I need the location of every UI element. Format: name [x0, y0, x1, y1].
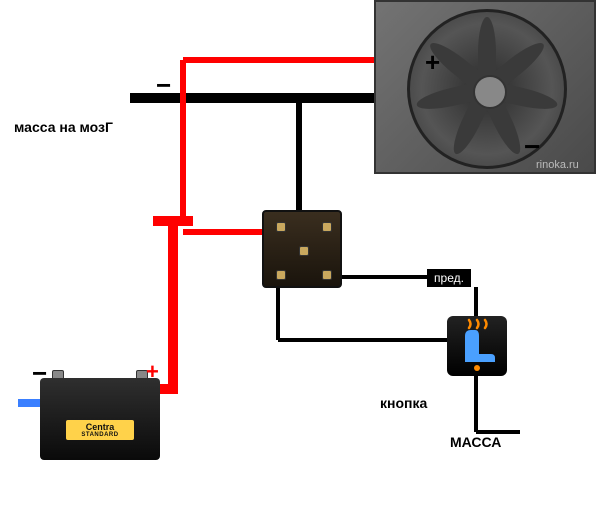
polarity-sign-ground_minus_top: − [156, 70, 171, 101]
wire [276, 286, 280, 340]
watermark: rinoka.ru [536, 159, 579, 171]
polarity-sign-batt_minus: − [32, 358, 47, 389]
dashboard-switch [447, 316, 507, 376]
wire [278, 338, 455, 342]
label-mass-to-brain: масса на мозГ [14, 119, 113, 135]
fuse-label: пред. [427, 269, 471, 287]
wire [180, 60, 186, 221]
wire [338, 275, 427, 279]
wiring-diagram: CentraSTANDARD пред. масса на мозГ кнопка МА… [0, 0, 600, 523]
wire [168, 221, 178, 389]
battery: CentraSTANDARD [40, 378, 160, 460]
wire [474, 287, 478, 318]
wire [474, 374, 478, 432]
wire [153, 216, 193, 226]
label-mass: МАССА [450, 434, 501, 450]
polarity-sign-batt_plus: + [146, 359, 159, 385]
wire [296, 98, 302, 214]
polarity-sign-fan_minus: − [524, 131, 540, 163]
seat-heater-icon [447, 316, 507, 376]
label-button: кнопка [380, 395, 427, 411]
relay [262, 210, 342, 288]
battery-brand-label: CentraSTANDARD [66, 420, 134, 440]
polarity-sign-fan_plus: + [425, 47, 440, 78]
wire [183, 229, 268, 235]
radiator-fan [374, 0, 596, 174]
